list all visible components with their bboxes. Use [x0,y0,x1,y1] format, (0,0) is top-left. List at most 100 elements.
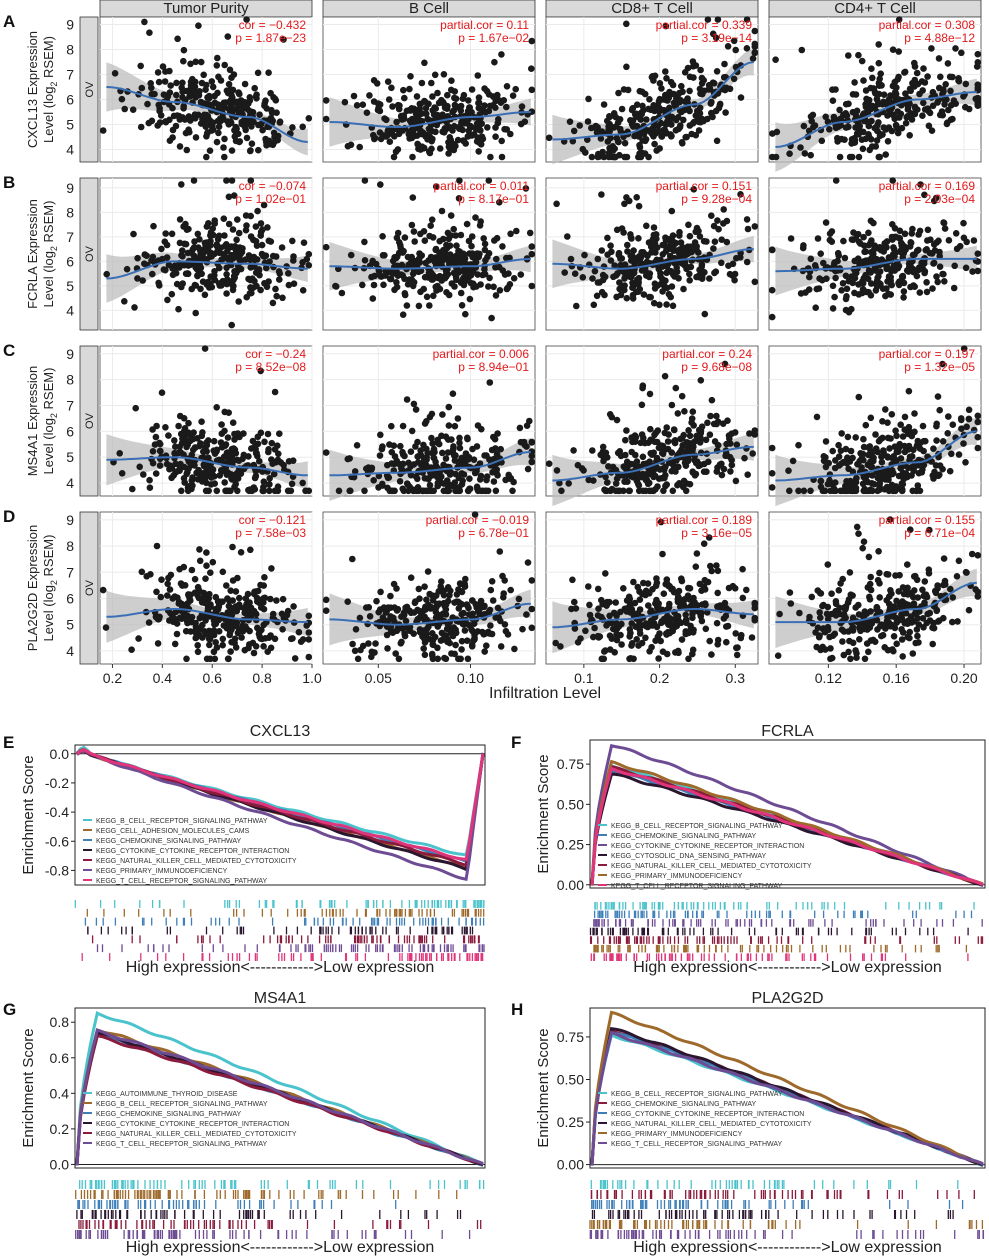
scatter-point [169,613,176,620]
scatter-point [768,484,776,491]
scatter-point [585,583,592,590]
scatter-point [528,452,536,460]
scatter-point [165,432,172,439]
scatter-point [865,267,873,274]
scatter-point [884,138,892,145]
scatter-point [636,630,644,637]
scatter-point [598,288,606,296]
scatter-point [879,131,886,138]
scatter-point [874,122,881,129]
scatter-point [856,260,863,268]
scatter-point [635,487,643,495]
scatter-point [920,624,927,631]
scatter-point [399,311,407,319]
scatter-point [701,87,708,95]
scatter-point [905,387,913,395]
scatter-point [616,279,623,286]
scatter-point [261,594,269,602]
scatter-point [633,101,641,108]
scatter-point [415,255,423,262]
scatter-point [272,285,279,293]
scatter-point [213,62,221,69]
scatter-point [237,97,245,104]
scatter-point [290,280,298,288]
scatter-point [227,648,234,655]
scatter-point [714,441,722,449]
scatter-point [225,220,233,228]
correlation-label: partial.cor = 0.339 [656,18,753,32]
scatter-point [387,626,395,634]
scatter-point [403,480,411,487]
scatter-point [528,86,536,94]
scatter-point [201,345,209,352]
scatter-point [442,611,450,618]
scatter-point [460,274,468,282]
scatter-point [434,274,442,282]
scatter-point [429,93,436,100]
scatter-point [427,222,435,229]
scatter-point [651,438,659,446]
scatter-point [261,574,268,581]
scatter-point [481,246,489,254]
scatter-point [825,459,832,467]
scatter-point [218,430,226,438]
scatter-point [175,598,183,606]
scatter-point [397,442,404,450]
scatter-point [472,124,480,132]
scatter-point [349,640,356,648]
scatter-point [640,291,648,298]
scatter-point [845,277,852,285]
scatter-point [274,136,282,144]
scatter-point [118,95,126,103]
scatter-point [774,652,782,659]
scatter-point [787,235,795,242]
scatter-point [569,137,577,145]
scatter-point [146,29,153,36]
scatter-point [421,651,429,659]
scatter-point [379,480,386,488]
scatter-point [284,487,292,495]
scatter-point [430,292,437,300]
scatter-point [253,256,261,263]
scatter-point [659,550,666,558]
scatter-point [874,448,881,456]
scatter-point [445,291,453,299]
scatter-point [468,108,475,116]
y-tick-label: 6 [66,590,74,606]
scatter-point [602,473,609,481]
scatter-point [879,472,886,480]
scatter-point [481,452,488,459]
scatter-point [351,647,359,655]
scatter-point [290,603,297,610]
row-strip [79,177,99,331]
scatter-point [232,124,240,131]
scatter-point [195,594,203,602]
scatter-point [384,645,391,652]
scatter-point [214,54,221,62]
scatter-point [689,120,697,127]
scatter-point [680,116,687,124]
scatter-point [935,237,942,245]
scatter-point [686,270,693,278]
scatter-point [645,239,653,246]
scatter-point [451,101,459,109]
scatter-point [858,57,866,65]
scatter-point [369,295,377,302]
scatter-point [383,631,391,639]
scatter-point [164,592,171,599]
scatter-point [882,151,889,158]
scatter-point [899,487,906,495]
scatter-point [631,132,638,140]
scatter-point [910,446,917,454]
scatter-point [894,126,902,133]
scatter-point [230,192,238,199]
scatter-point [162,230,169,237]
scatter-point [253,598,261,605]
scatter-point [175,305,182,313]
scatter-point [826,126,833,133]
scatter-point [219,467,227,475]
scatter-point [894,108,901,115]
scatter-point [495,116,502,123]
scatter-point [744,225,752,233]
